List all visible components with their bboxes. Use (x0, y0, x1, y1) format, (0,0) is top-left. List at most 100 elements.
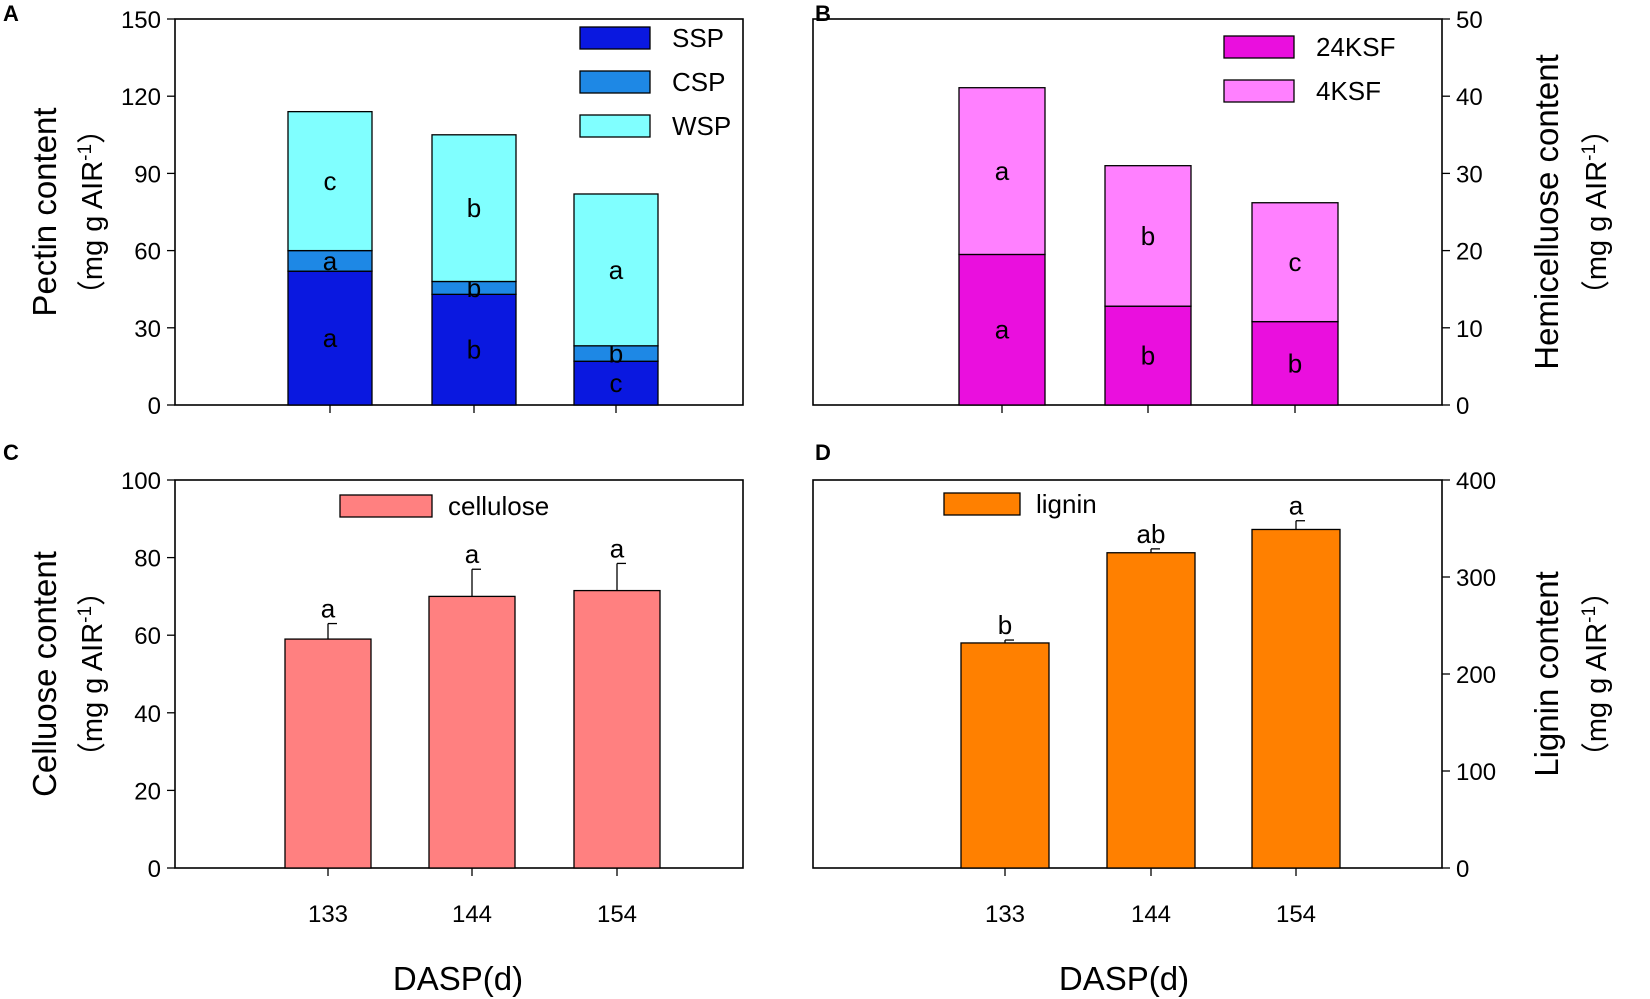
sig-label-wsp-154: a (609, 255, 624, 285)
bar-cellulose-144 (428, 595, 516, 869)
bar-4ksf-133 (958, 87, 1046, 256)
sig-label-144: a (465, 539, 480, 569)
sig-label-24ksf-133: a (995, 315, 1010, 345)
y-tick-label: 80 (134, 546, 161, 573)
y-axis-unit-text: （mg g AIR (77, 161, 109, 309)
y-tick-label: 300 (1456, 565, 1496, 592)
y-tick-label: 200 (1456, 662, 1496, 689)
y-axis-title: Pectin content (26, 107, 63, 316)
y-tick-label: 400 (1456, 468, 1496, 495)
sig-label-24ksf-154: b (1288, 348, 1302, 378)
legend-swatch-csp (579, 70, 651, 94)
legend-swatch-4ksf (1223, 79, 1295, 103)
bar-24ksf-154 (1251, 320, 1339, 406)
bar-4ksf-144 (1104, 165, 1192, 307)
y-tick-label: 40 (134, 701, 161, 728)
y-axis-title: Celluose content (26, 551, 63, 797)
legend-label-csp: CSP (672, 67, 725, 97)
y-tick-label: 30 (134, 316, 161, 343)
y-tick-label: 30 (1456, 161, 1483, 188)
bar-wsp-154 (573, 193, 659, 347)
sig-label-24ksf-144: b (1141, 341, 1155, 371)
sig-label-wsp-144: b (467, 193, 481, 223)
sig-label-4ksf-154: c (1289, 247, 1302, 277)
x-tick-label-133: 133 (308, 901, 348, 928)
y-tick-label: 150 (121, 7, 161, 34)
y-tick-label: 0 (1456, 856, 1469, 883)
panel-label: A (3, 1, 19, 26)
y-tick-label: 60 (134, 623, 161, 650)
y-axis-unit-sup: -1 (75, 144, 96, 161)
legend-swatch-ssp (579, 26, 651, 50)
y-axis-unit-end: ） (77, 577, 109, 606)
y-axis-unit-text: （mg g AIR (1581, 161, 1613, 309)
bar-lignin-133 (960, 642, 1050, 869)
legend-label-cellulose: cellulose (448, 491, 549, 521)
sig-label-154: a (610, 533, 625, 563)
y-tick-label: 10 (1456, 316, 1483, 343)
panel-label: B (815, 1, 831, 26)
y-tick-label: 0 (1456, 393, 1469, 420)
sig-label-4ksf-144: b (1141, 221, 1155, 251)
y-axis-unit-text: （mg g AIR (77, 623, 109, 771)
y-tick-label: 100 (121, 468, 161, 495)
y-axis-unit: （mg g AIR-1） (75, 577, 109, 771)
sig-label-144: ab (1137, 519, 1166, 549)
y-tick-label: 20 (134, 778, 161, 805)
bar-24ksf-144 (1104, 305, 1192, 406)
legend-label-lignin: lignin (1036, 489, 1097, 519)
legend-swatch-cellulose (339, 494, 433, 518)
sig-label-4ksf-133: a (995, 156, 1010, 186)
sig-label-133: a (321, 594, 336, 624)
y-axis-unit-sup: -1 (75, 606, 96, 623)
y-axis-unit-end: ） (1581, 577, 1613, 606)
panel-label: D (815, 440, 831, 465)
bar-cellulose-154 (573, 589, 661, 869)
legend-label-4ksf: 4KSF (1316, 76, 1381, 106)
panel-label: C (3, 440, 19, 465)
y-tick-label: 0 (148, 393, 161, 420)
y-tick-label: 40 (1456, 84, 1483, 111)
y-axis-unit: （mg g AIR-1） (1579, 577, 1613, 771)
y-axis-unit-end: ） (77, 115, 109, 144)
legend-swatch-lignin (943, 492, 1021, 516)
y-tick-label: 120 (121, 84, 161, 111)
bar-ssp-144 (431, 293, 517, 406)
legend-label-ssp: SSP (672, 23, 724, 53)
sig-label-ssp-133: a (323, 323, 338, 353)
bar-cellulose-133 (284, 638, 372, 869)
x-tick-label-144: 144 (1131, 901, 1171, 928)
legend-swatch-24ksf (1223, 35, 1295, 59)
sig-label-ssp-154: c (610, 368, 623, 398)
x-tick-label-154: 154 (1276, 901, 1316, 928)
x-tick-label-154: 154 (597, 901, 637, 928)
bar-4ksf-154 (1251, 202, 1339, 323)
x-tick-label-133: 133 (985, 901, 1025, 928)
y-tick-label: 100 (1456, 759, 1496, 786)
y-axis-unit-text: （mg g AIR (1581, 623, 1613, 771)
y-axis-unit: （mg g AIR-1） (1579, 115, 1613, 309)
y-axis-title: Lignin content (1528, 571, 1565, 777)
bar-lignin-154 (1251, 528, 1341, 869)
x-tick-label-144: 144 (452, 901, 492, 928)
y-axis-unit-end: ） (1581, 115, 1613, 144)
y-tick-label: 20 (1456, 239, 1483, 266)
y-tick-label: 90 (134, 161, 161, 188)
chart-panel-c: Ca 133 a 144 a 154 0 20 40 60 80 100 Celluose conten… (3, 440, 744, 997)
bar-wsp-144 (431, 134, 517, 283)
y-tick-label: 60 (134, 239, 161, 266)
x-axis-title: DASP(d) (1059, 960, 1189, 997)
sig-label-ssp-144: b (467, 335, 481, 365)
y-tick-label: 50 (1456, 7, 1483, 34)
bar-ssp-154 (573, 360, 659, 406)
chart-panel-b: Ba a b b b c 0 10 20 30 40 50 Hemicelluose content （m… (812, 1, 1613, 420)
legend-label-24ksf: 24KSF (1316, 32, 1396, 62)
x-axis-title: DASP(d) (393, 960, 523, 997)
chart-panel-d: Db 133 ab 144 a 154 0 100 200 300 400 Lignin conten… (812, 440, 1613, 997)
y-tick-label: 0 (148, 856, 161, 883)
sig-label-133: b (998, 610, 1012, 640)
y-axis-unit: （mg g AIR-1） (75, 115, 109, 309)
sig-label-csp-133: a (323, 246, 338, 276)
